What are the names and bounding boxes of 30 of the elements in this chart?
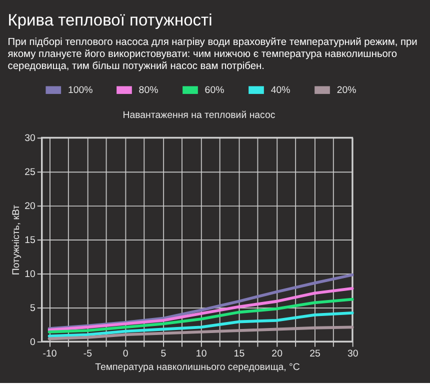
y-tick-label: 25	[24, 167, 36, 178]
y-tick-label: 20	[24, 200, 36, 212]
x-tick-label: 15	[234, 348, 245, 360]
y-tick-label: 0	[30, 336, 36, 348]
chart-title: Крива теплової потужності	[8, 12, 212, 30]
y-tick-label: 15	[24, 234, 36, 246]
legend-title: Навантаження на тепловий насос	[122, 110, 276, 122]
legend-label: 20%	[336, 84, 357, 96]
line-series	[48, 326, 354, 340]
chart-subtitle: При підборі теплового насоса для нагріву води враховуйте температурний режим, при якому плануєте його використовувати: чим нижчою є температура навколишнього середовища, тим більш потужний насос вам потрібен.	[8, 36, 418, 72]
line-series	[48, 287, 354, 332]
y-tick-label: 30	[24, 133, 36, 144]
legend-label: 80%	[138, 84, 159, 96]
y-tick-label: 10	[24, 268, 36, 280]
x-tick-label: 25	[310, 348, 320, 360]
x-tick-label: -10	[42, 348, 58, 360]
x-tick-label: 10	[196, 348, 208, 360]
legend-label: 100%	[68, 84, 94, 96]
x-tick-label: 0	[122, 348, 129, 360]
legend-label: 40%	[270, 84, 291, 96]
x-tick-label: -5	[83, 348, 92, 360]
legend-label: 60%	[204, 84, 225, 96]
x-tick-label: 30	[347, 348, 359, 360]
y-tick-label: 5	[30, 302, 36, 314]
line-series	[48, 311, 354, 338]
line-series	[48, 298, 354, 334]
x-tick-label: 5	[160, 348, 166, 360]
x-tick-label: 20	[272, 348, 284, 360]
x-axis-title: Температура навколишнього середовища, °C	[95, 362, 300, 374]
y-axis-title: Потужність, кВт	[10, 204, 22, 276]
